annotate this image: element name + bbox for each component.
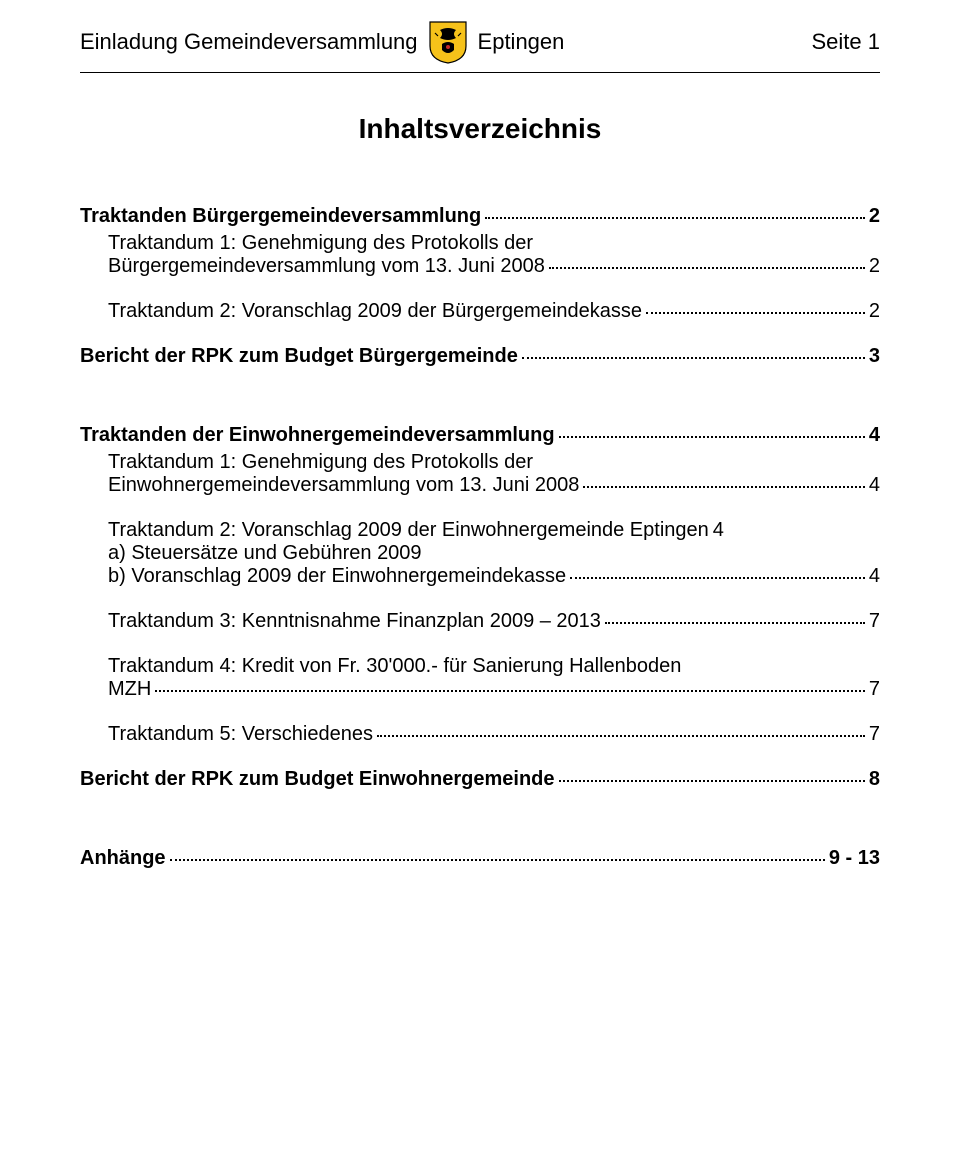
toc-section-heading: Traktanden Bürgergemeindeversammlung 2 — [80, 205, 880, 228]
toc-item: Traktandum 2: Voranschlag 2009 der Einwo… — [108, 519, 880, 542]
toc-page: 4 — [713, 519, 724, 542]
toc-item: b) Voranschlag 2009 der Einwohnergemeind… — [108, 565, 880, 588]
toc-item: Traktandum 4: Kredit von Fr. 30'000.- fü… — [108, 655, 880, 701]
toc-leader — [522, 357, 865, 359]
toc-leader — [646, 312, 865, 314]
page-title: Inhaltsverzeichnis — [80, 113, 880, 145]
toc-item: Traktandum 2: Voranschlag 2009 der Bürge… — [108, 300, 880, 323]
toc-label-line1: Traktandum 1: Genehmigung des Protokolls… — [108, 451, 880, 474]
toc-label-line2: MZH — [108, 678, 151, 701]
toc-label: Traktanden Bürgergemeindeversammlung — [80, 205, 481, 228]
toc-label: Bericht der RPK zum Budget Bürgergemeind… — [80, 345, 518, 368]
header-divider — [80, 72, 880, 73]
toc-leader — [485, 217, 865, 219]
toc-item: Traktandum 5: Verschiedenes 7 — [108, 723, 880, 746]
toc-label-line2: Einwohnergemeindeversammlung vom 13. Jun… — [108, 474, 579, 497]
toc-page: 2 — [869, 255, 880, 278]
toc-label: b) Voranschlag 2009 der Einwohnergemeind… — [108, 565, 566, 588]
header-page-number: Seite 1 — [812, 29, 881, 55]
toc-label: Anhänge — [80, 847, 166, 870]
toc-page: 4 — [869, 474, 880, 497]
header-title-left: Einladung Gemeindeversammlung — [80, 29, 418, 55]
page-header: Einladung Gemeindeversammlung Eptingen S… — [80, 20, 880, 64]
toc-label-line1: Traktandum 4: Kredit von Fr. 30'000.- fü… — [108, 655, 880, 678]
toc-section-heading: Traktanden der Einwohnergemeindeversamml… — [80, 424, 880, 447]
page: Einladung Gemeindeversammlung Eptingen S… — [0, 0, 960, 914]
toc-label-line1: Traktandum 1: Genehmigung des Protokolls… — [108, 232, 880, 255]
toc-page: 3 — [869, 345, 880, 368]
toc-leader — [549, 267, 865, 269]
toc-label-line2: Bürgergemeindeversammlung vom 13. Juni 2… — [108, 255, 545, 278]
toc-item: Traktandum 1: Genehmigung des Protokolls… — [108, 232, 880, 278]
toc-item: Bericht der RPK zum Budget Bürgergemeind… — [80, 345, 880, 368]
toc-subline: a) Steuersätze und Gebühren 2009 — [108, 542, 880, 565]
toc-leader — [583, 486, 864, 488]
toc-page: 4 — [869, 565, 880, 588]
toc-leader — [559, 436, 865, 438]
toc-label: Traktanden der Einwohnergemeindeversamml… — [80, 424, 555, 447]
toc-item: Traktandum 1: Genehmigung des Protokolls… — [108, 451, 880, 497]
toc-leader — [605, 622, 865, 624]
toc-label: Bericht der RPK zum Budget Einwohnergeme… — [80, 768, 555, 791]
toc-leader — [559, 780, 865, 782]
toc-label: Traktandum 2: Voranschlag 2009 der Bürge… — [108, 300, 642, 323]
toc-label: Traktandum 5: Verschiedenes — [108, 723, 373, 746]
toc-leader — [570, 577, 865, 579]
toc-page: 7 — [869, 723, 880, 746]
toc-item: Traktandum 3: Kenntnisnahme Finanzplan 2… — [108, 610, 880, 633]
toc-label: Traktandum 3: Kenntnisnahme Finanzplan 2… — [108, 610, 601, 633]
toc-label: Traktandum 2: Voranschlag 2009 der Einwo… — [108, 519, 709, 542]
toc-item: Bericht der RPK zum Budget Einwohnergeme… — [80, 768, 880, 791]
toc-leader — [377, 735, 865, 737]
toc-page: 8 — [869, 768, 880, 791]
crest-icon — [428, 20, 468, 64]
header-title-right: Eptingen — [478, 29, 565, 55]
toc-page: 7 — [869, 678, 880, 701]
toc-leader — [170, 859, 825, 861]
toc-page: 9 - 13 — [829, 847, 880, 870]
toc-page: 2 — [869, 300, 880, 323]
toc-page: 2 — [869, 205, 880, 228]
toc-page: 4 — [869, 424, 880, 447]
toc-appendix: Anhänge 9 - 13 — [80, 847, 880, 870]
header-left: Einladung Gemeindeversammlung Eptingen — [80, 20, 564, 64]
toc-leader — [155, 690, 865, 692]
toc-page: 7 — [869, 610, 880, 633]
